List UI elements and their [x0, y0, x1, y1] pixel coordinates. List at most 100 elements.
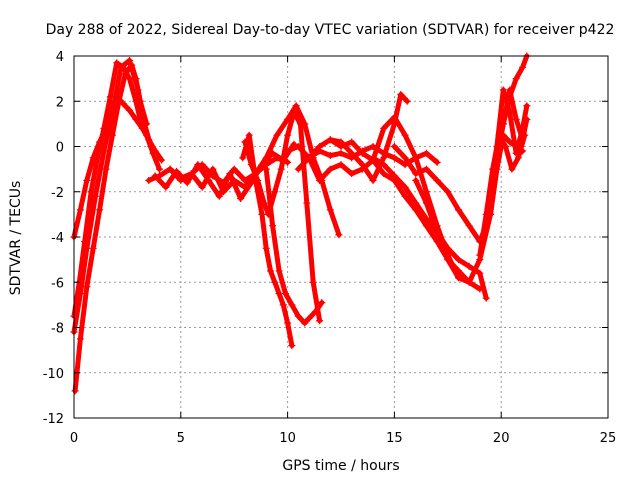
y-tick-label: 4 — [56, 50, 64, 65]
data-point-marker — [284, 158, 292, 166]
data-point-marker — [113, 59, 121, 67]
data-point-marker — [151, 172, 159, 180]
data-point-marker — [273, 131, 281, 139]
series-line — [494, 87, 530, 161]
chart-title: Day 288 of 2022, Sidereal Day-to-day VTE… — [46, 22, 615, 38]
series-track-15 — [369, 154, 490, 302]
data-point-marker — [433, 158, 441, 166]
data-point-marker — [380, 154, 388, 162]
data-point-marker — [153, 154, 161, 162]
data-point-marker — [100, 124, 108, 132]
data-point-marker — [506, 86, 514, 94]
data-point-marker — [519, 63, 527, 71]
series-track-20 — [493, 86, 531, 162]
data-point-marker — [87, 188, 95, 196]
y-tick-label: 0 — [56, 141, 64, 156]
data-point-marker — [288, 301, 296, 309]
x-tick-label: 5 — [177, 431, 185, 446]
data-point-marker — [326, 152, 334, 160]
data-point-marker — [487, 188, 495, 196]
data-point-marker — [126, 106, 134, 114]
data-point-marker — [258, 210, 266, 218]
data-point-marker — [277, 165, 285, 173]
data-point-marker — [512, 149, 520, 157]
data-point-marker — [412, 170, 420, 178]
data-point-marker — [403, 97, 411, 105]
series-track-4 — [70, 57, 161, 336]
data-point-marker — [401, 192, 409, 200]
data-point-marker — [284, 131, 292, 139]
data-point-marker — [162, 183, 170, 191]
data-point-marker — [269, 222, 277, 230]
data-point-marker — [294, 165, 302, 173]
data-point-marker — [499, 86, 507, 94]
data-point-marker — [519, 136, 527, 144]
data-point-marker — [316, 176, 324, 184]
data-point-marker — [288, 342, 296, 350]
data-point-marker — [465, 262, 473, 270]
data-point-marker — [177, 176, 185, 184]
data-point-marker — [508, 165, 516, 173]
data-point-marker — [337, 143, 345, 150]
data-point-marker — [93, 154, 101, 162]
data-series — [70, 52, 531, 395]
data-point-marker — [523, 102, 531, 110]
data-point-marker — [476, 251, 484, 259]
data-point-marker — [126, 57, 134, 65]
data-point-marker — [294, 143, 302, 150]
data-point-marker — [271, 188, 279, 196]
data-point-marker — [476, 269, 484, 277]
data-point-marker — [337, 149, 345, 157]
data-point-marker — [301, 319, 309, 327]
data-point-marker — [279, 301, 287, 309]
data-point-marker — [108, 109, 116, 117]
x-tick-label: 20 — [493, 431, 510, 446]
data-point-marker — [83, 283, 91, 291]
data-point-marker — [237, 195, 245, 203]
data-point-marker — [369, 176, 377, 184]
data-point-marker — [121, 70, 129, 78]
data-point-marker — [316, 317, 324, 325]
data-point-marker — [294, 312, 302, 320]
data-point-marker — [126, 75, 134, 83]
data-point-marker — [187, 170, 195, 178]
data-point-marker — [335, 231, 343, 239]
data-point-marker — [198, 183, 206, 191]
data-point-marker — [348, 170, 356, 178]
data-point-marker — [326, 136, 334, 144]
data-point-marker — [254, 176, 262, 184]
data-point-marker — [412, 199, 420, 207]
data-point-marker — [422, 215, 430, 223]
data-point-marker — [311, 308, 319, 316]
data-point-marker — [369, 154, 377, 162]
data-point-marker — [348, 149, 356, 157]
data-point-marker — [390, 143, 398, 150]
data-point-marker — [303, 199, 311, 207]
x-tick-label: 25 — [600, 431, 617, 446]
data-point-marker — [465, 278, 473, 286]
data-point-marker — [220, 179, 228, 187]
data-point-marker — [292, 102, 300, 110]
data-point-marker — [412, 176, 420, 184]
data-point-marker — [326, 206, 334, 214]
data-point-marker — [401, 183, 409, 191]
data-point-marker — [358, 149, 366, 157]
data-point-marker — [71, 387, 79, 395]
data-point-marker — [318, 299, 326, 307]
data-point-marker — [433, 228, 441, 236]
data-point-marker — [158, 156, 166, 164]
data-point-marker — [493, 154, 501, 162]
data-point-marker — [390, 172, 398, 180]
data-point-marker — [145, 176, 153, 184]
data-point-marker — [305, 154, 313, 162]
data-point-marker — [316, 143, 324, 150]
data-point-marker — [390, 113, 398, 121]
x-tick-label: 10 — [279, 431, 296, 446]
data-point-marker — [281, 290, 289, 298]
y-tick-label: -4 — [51, 231, 64, 246]
data-point-marker — [245, 131, 253, 139]
series-line — [167, 103, 342, 238]
series-line — [263, 166, 325, 326]
data-point-marker — [337, 161, 345, 169]
